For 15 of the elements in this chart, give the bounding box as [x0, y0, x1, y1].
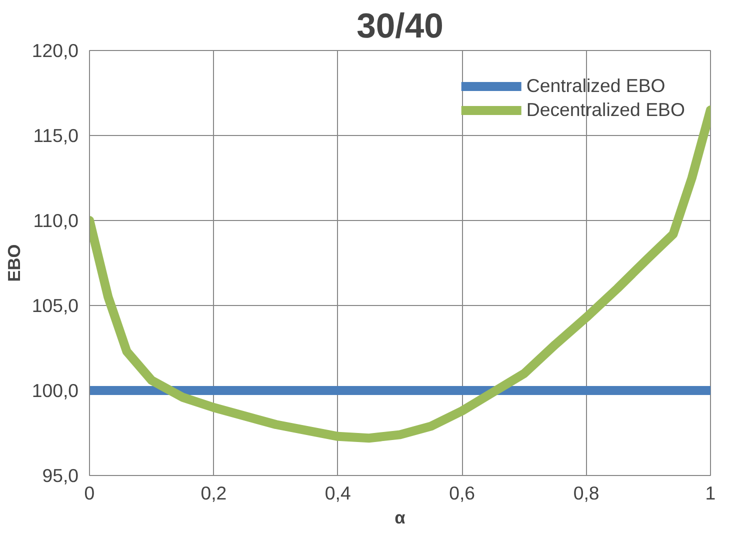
- y-tick-label: 110,0: [33, 210, 79, 231]
- x-tick-label: 0,4: [324, 482, 351, 504]
- x-tick-label: 0,6: [449, 482, 476, 504]
- x-tick-label: 0,8: [573, 482, 600, 504]
- y-tick-label: 95,0: [42, 465, 78, 486]
- chart-title: 30/40: [356, 8, 444, 46]
- y-tick-label: 105,0: [32, 295, 78, 316]
- x-axis-title: α: [394, 508, 406, 528]
- x-tick-label: 0: [84, 482, 95, 504]
- y-tick-label: 115,0: [33, 125, 79, 146]
- x-tick-label: 0,2: [200, 482, 227, 504]
- y-tick-label: 120,0: [32, 40, 78, 61]
- y-tick-label: 100,0: [32, 380, 78, 401]
- x-tick-label: 1: [705, 482, 716, 504]
- y-axis-title: EBO: [4, 244, 24, 282]
